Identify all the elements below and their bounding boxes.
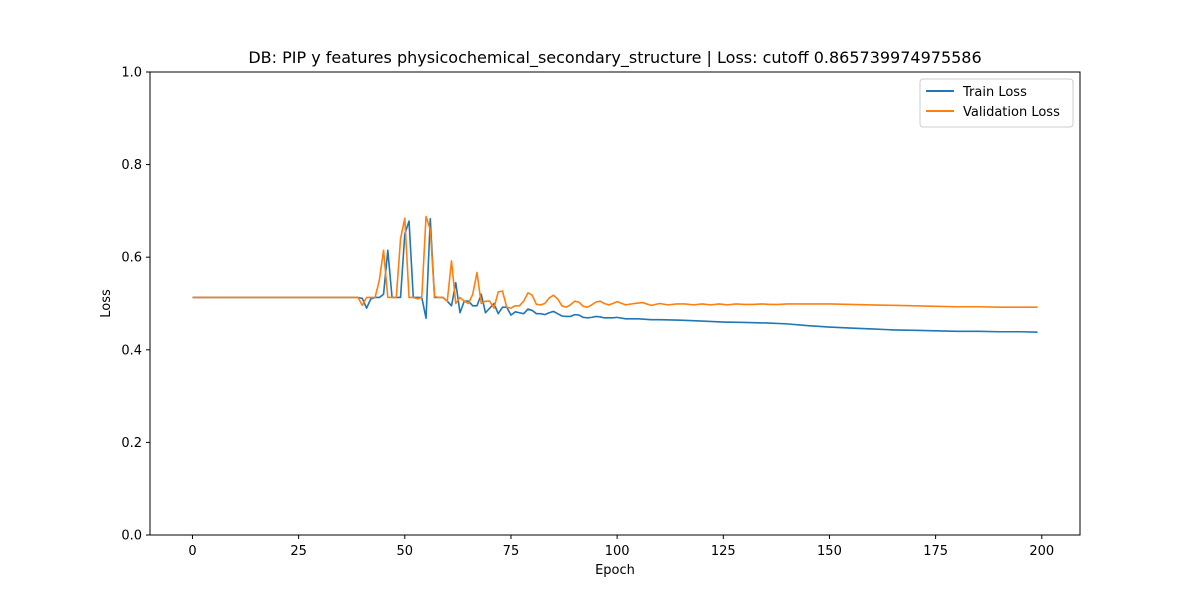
x-tick-label: 100	[605, 544, 630, 559]
validation-loss-line	[192, 215, 1038, 309]
x-tick-label: 0	[188, 544, 196, 559]
y-axis-ticks: 0.0 0.2 0.4 0.6 0.8 1.0	[121, 66, 150, 544]
x-axis-label: Epoch	[595, 563, 635, 578]
y-axis-label: Loss	[99, 289, 114, 318]
plot-frame	[149, 71, 1081, 536]
y-tick-label: 0.0	[121, 529, 142, 544]
legend-train-label: Train Loss	[962, 85, 1027, 100]
x-tick-label: 200	[1029, 544, 1054, 559]
legend: Train Loss Validation Loss	[919, 78, 1074, 128]
y-tick-label: 0.2	[121, 436, 142, 451]
legend-box	[919, 78, 1074, 128]
chart-title: DB: PIP y features physicochemical_secon…	[248, 48, 981, 68]
x-tick-label: 50	[397, 544, 414, 559]
x-tick-label: 125	[711, 544, 736, 559]
x-axis-ticks: 0 25 50 75 100 125 150 175 200	[188, 535, 1054, 559]
legend-validation-label: Validation Loss	[963, 105, 1060, 120]
x-tick-label: 25	[290, 544, 307, 559]
y-tick-label: 0.6	[121, 251, 142, 266]
series-lines	[192, 215, 1038, 334]
y-tick-label: 0.8	[121, 158, 142, 173]
x-tick-label: 75	[503, 544, 520, 559]
y-tick-label: 0.4	[121, 343, 142, 358]
y-tick-label: 1.0	[121, 66, 142, 81]
x-tick-label: 150	[817, 544, 842, 559]
x-tick-label: 175	[923, 544, 948, 559]
plot-area	[149, 71, 1081, 536]
